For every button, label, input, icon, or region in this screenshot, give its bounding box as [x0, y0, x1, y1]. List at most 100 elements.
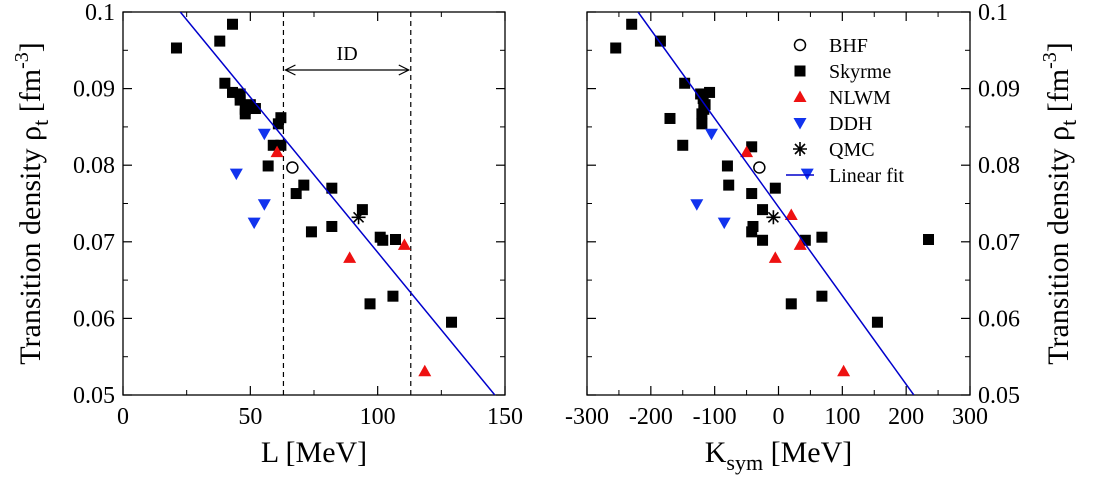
x-tick-label: 0	[117, 404, 129, 430]
legend-swatch-ddh	[793, 118, 807, 130]
skyrme-point	[799, 234, 811, 246]
x-tick-label: 300	[952, 404, 988, 430]
skyrme-point	[272, 118, 284, 130]
skyrme-point	[234, 94, 246, 106]
skyrme-point	[746, 141, 758, 153]
y-tick-label: 0.05	[73, 383, 115, 409]
skyrme-point	[298, 179, 310, 191]
legend-swatch-bhf	[793, 38, 807, 52]
skyrme-point	[610, 42, 622, 54]
skyrme-point	[446, 316, 458, 328]
y-tick-label: 0.06	[978, 306, 1020, 332]
y-tick-label: 0.1	[85, 0, 115, 26]
skyrme-point	[704, 86, 716, 98]
y-axis-label: Transition density ρt [fm-3]	[1039, 42, 1081, 365]
skyrme-point	[757, 234, 769, 246]
nlwm-point	[418, 364, 432, 377]
legend-label-linear-fit: Linear fit	[829, 165, 904, 187]
data-layer	[610, 12, 935, 395]
qmc-point	[351, 210, 366, 225]
skyrme-point	[326, 182, 338, 194]
skyrme-point	[816, 231, 828, 243]
x-tick-label: 100	[824, 404, 860, 430]
legend-label-bhf: BHF	[829, 35, 868, 57]
skyrme-point	[249, 103, 261, 115]
left-panel: 0 50 100 150 0.05 0.06 0.07 0.08 0.09 0.1 L [MeV] T…	[11, 0, 523, 469]
bhf-point	[286, 161, 299, 174]
y-tick-label: 0.07	[73, 230, 115, 256]
x-tick-label: 100	[360, 404, 396, 430]
ddh-point	[247, 217, 261, 230]
skyrme-point	[219, 77, 231, 89]
x-tick-label: 50	[238, 404, 262, 430]
nlwm-point	[740, 145, 754, 158]
skyrme-point	[275, 112, 287, 124]
bhf-point	[753, 161, 766, 174]
plot-frame	[586, 11, 971, 396]
skyrme-point	[234, 88, 246, 100]
nlwm-point	[784, 208, 798, 220]
ddh-point	[717, 217, 731, 230]
skyrme-point	[227, 18, 239, 30]
x-tick-label: 200	[888, 404, 924, 430]
y-tick-label: 0.05	[978, 383, 1020, 409]
skyrme-point	[356, 204, 368, 216]
y-tick-label: 0.1	[978, 0, 1008, 26]
nlwm-point	[343, 251, 357, 263]
id-label: ID	[337, 43, 358, 65]
x-axis-label: Ksym [MeV]	[705, 436, 853, 475]
legend-label-ddh: DDH	[829, 113, 872, 135]
id-arrowhead-left	[284, 64, 296, 76]
x-tick-label: 0	[773, 404, 785, 430]
skyrme-point	[723, 179, 735, 191]
skyrme-point	[923, 234, 935, 246]
skyrme-point	[290, 188, 302, 200]
ddh-point	[229, 168, 243, 181]
linear-fit-line	[637, 12, 915, 395]
skyrme-point	[757, 204, 769, 216]
skyrme-point	[871, 316, 883, 328]
x-tick-label: -100	[693, 404, 737, 430]
skyrme-point	[696, 108, 708, 120]
skyrme-point	[697, 93, 709, 105]
skyrme-point	[769, 182, 781, 194]
nlwm-point	[768, 251, 782, 263]
skyrme-point	[679, 77, 691, 89]
qmc-point	[766, 210, 781, 225]
skyrme-point	[816, 290, 828, 302]
ddh-point	[257, 128, 271, 141]
y-tick-label: 0.09	[73, 77, 115, 103]
data-layer	[170, 12, 496, 395]
y-tick-label: 0.09	[978, 77, 1020, 103]
skyrme-point	[696, 118, 708, 130]
y-tick-label: 0.08	[73, 153, 115, 179]
skyrme-point	[654, 35, 666, 47]
skyrme-point	[664, 112, 676, 124]
legend-label-qmc: QMC	[829, 139, 875, 161]
nlwm-point	[270, 145, 284, 158]
skyrme-point	[387, 290, 399, 302]
linear-fit-line	[179, 12, 496, 395]
ddh-point	[257, 199, 271, 211]
skyrme-point	[677, 139, 689, 151]
legend-label-skyrme: Skyrme	[829, 61, 891, 83]
skyrme-point	[364, 298, 376, 310]
skyrme-point	[262, 160, 274, 172]
legend-label-nlwm: NLWM	[829, 87, 891, 109]
x-axis-label: L [MeV]	[261, 436, 367, 469]
legend-swatch-nlwm	[793, 90, 807, 102]
skyrme-point	[305, 226, 317, 238]
ddh-point	[690, 199, 704, 211]
skyrme-point	[377, 234, 389, 246]
nlwm-point	[837, 364, 851, 377]
skyrme-point	[267, 139, 279, 151]
skyrme-point	[214, 35, 226, 47]
nlwm-point	[397, 238, 411, 250]
legend-swatch-skyrme	[794, 65, 806, 77]
ddh-point	[704, 128, 718, 141]
nlwm-point	[793, 238, 807, 250]
skyrme-point	[239, 108, 251, 120]
skyrme-point	[275, 139, 287, 151]
